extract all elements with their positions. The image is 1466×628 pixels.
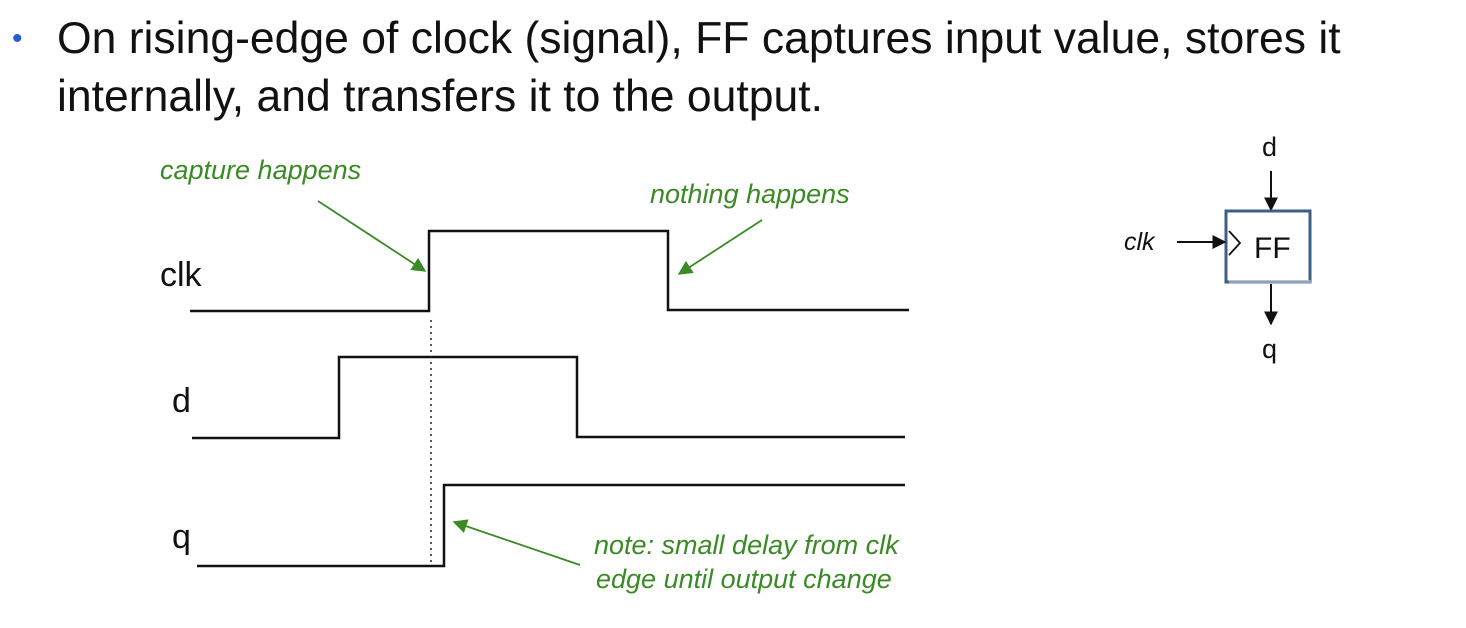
ff-clock-triangle-icon bbox=[1228, 230, 1242, 256]
ff-label: FF bbox=[1254, 232, 1291, 265]
flipflop-symbol: d FF clk q bbox=[1124, 132, 1312, 364]
delay-note-line2: edge until output change bbox=[596, 564, 892, 594]
d-waveform bbox=[192, 355, 905, 440]
ff-d-pin-label: d bbox=[1262, 132, 1277, 162]
clk-signal-label: clk bbox=[160, 256, 203, 294]
bullet-text: On rising-edge of clock (signal), FF cap… bbox=[57, 14, 1341, 121]
nothing-arrow bbox=[677, 219, 763, 275]
q-waveform bbox=[197, 483, 905, 568]
capture-arrow bbox=[317, 200, 427, 272]
nothing-note: nothing happens bbox=[650, 179, 850, 209]
clk-waveform bbox=[190, 229, 909, 313]
capture-note: capture happens bbox=[160, 155, 361, 185]
q-signal-label: q bbox=[172, 518, 191, 556]
bullet-icon: • bbox=[12, 22, 23, 55]
delay-note-line1: note: small delay from clk bbox=[594, 530, 900, 560]
ff-q-pin-label: q bbox=[1262, 334, 1277, 364]
d-signal-label: d bbox=[172, 382, 191, 420]
ff-clk-pin-label: clk bbox=[1124, 228, 1156, 256]
delay-arrow bbox=[452, 519, 581, 566]
